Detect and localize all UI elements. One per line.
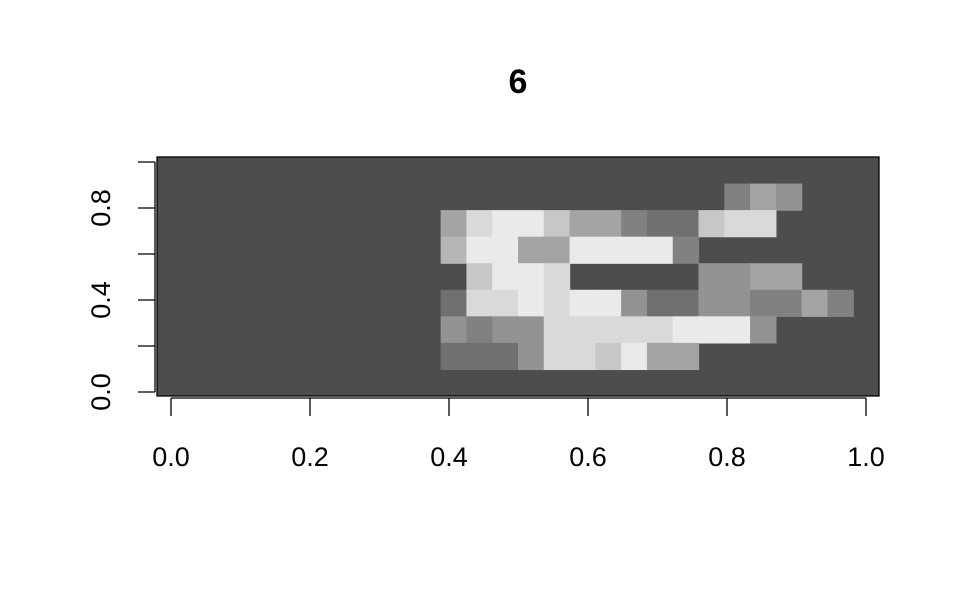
image-cell: [750, 183, 777, 211]
image-panel: [156, 156, 880, 397]
x-tick-label: 0.8: [708, 442, 746, 472]
image-cell: [492, 210, 519, 238]
image-cell: [750, 289, 777, 317]
image-cell: [440, 289, 468, 317]
x-tick-label: 0.0: [152, 442, 190, 472]
image-cell: [569, 289, 596, 317]
image-cell: [466, 263, 493, 291]
image-cell: [440, 342, 468, 371]
plot-border: [156, 156, 880, 397]
image-cell: [543, 236, 571, 264]
image-cell: [672, 210, 700, 238]
image-cell: [621, 236, 648, 264]
image-cell: [466, 236, 493, 264]
y-axis: 0.0 0.4 0.8: [86, 161, 156, 411]
image-cell: [466, 289, 493, 317]
image-cell: [801, 289, 829, 317]
image-cell: [492, 236, 519, 264]
image-cell: [646, 342, 674, 371]
image-cell: [698, 263, 725, 291]
image-cell: [440, 316, 468, 344]
image-cell: [595, 236, 622, 264]
image-cell: [492, 263, 519, 291]
image-cell: [724, 183, 751, 211]
image-cell: [518, 210, 545, 238]
image-cell: [646, 316, 674, 344]
image-cell: [621, 210, 648, 238]
image-cell: [440, 236, 468, 264]
image-cell: [466, 342, 493, 371]
image-cell: [492, 289, 519, 317]
image-cell: [646, 236, 674, 264]
image-cell: [543, 316, 571, 344]
image-cell: [672, 289, 700, 317]
image-cell: [440, 210, 468, 238]
image-cell: [569, 342, 596, 371]
image-cell: [543, 342, 571, 371]
image-cell: [750, 210, 777, 238]
image-cell: [775, 183, 803, 211]
image-cell: [518, 342, 545, 371]
image-cell: [827, 289, 854, 317]
image-cell: [595, 210, 622, 238]
image-cell: [543, 263, 571, 291]
image-cell: [621, 342, 648, 371]
image-cell: [724, 316, 751, 344]
image-cell: [724, 210, 751, 238]
image-cell: [595, 289, 622, 317]
image-cell: [672, 342, 700, 371]
image-cell: [518, 316, 545, 344]
image-cell: [646, 210, 674, 238]
image-cell: [466, 316, 493, 344]
x-tick-label: 0.2: [291, 442, 329, 472]
image-cell: [543, 210, 571, 238]
image-cell: [775, 263, 803, 291]
image-cell: [543, 289, 571, 317]
image-cell: [724, 263, 751, 291]
image-cell: [698, 316, 725, 344]
image-cell: [569, 210, 596, 238]
image-cell: [621, 316, 648, 344]
image-cell: [775, 289, 803, 317]
image-cell: [698, 210, 725, 238]
image-cell: [750, 263, 777, 291]
y-tick-label: 0.4: [86, 281, 116, 319]
image-cell: [698, 289, 725, 317]
y-tick-label: 0.0: [86, 373, 116, 411]
image-cell: [672, 316, 700, 344]
x-tick-label: 0.4: [430, 442, 468, 472]
image-cell: [595, 342, 622, 371]
image-cell: [595, 316, 622, 344]
chart-title: 6: [509, 63, 528, 101]
image-cell: [672, 236, 700, 264]
image-cell: [569, 236, 596, 264]
image-cell: [518, 289, 545, 317]
image-cell: [646, 289, 674, 317]
x-axis: 0.0 0.2 0.4 0.6 0.8 1.0: [152, 397, 885, 472]
x-tick-label: 0.6: [569, 442, 607, 472]
image-cell: [518, 263, 545, 291]
image-cell: [724, 289, 751, 317]
image-cell: [569, 316, 596, 344]
image-cell: [621, 289, 648, 317]
image-cell: [750, 316, 777, 344]
image-cell: [466, 210, 493, 238]
x-tick-label: 1.0: [847, 442, 885, 472]
image-cell: [492, 316, 519, 344]
y-tick-label: 0.8: [86, 189, 116, 227]
image-cell: [492, 342, 519, 371]
image-cell: [518, 236, 545, 264]
